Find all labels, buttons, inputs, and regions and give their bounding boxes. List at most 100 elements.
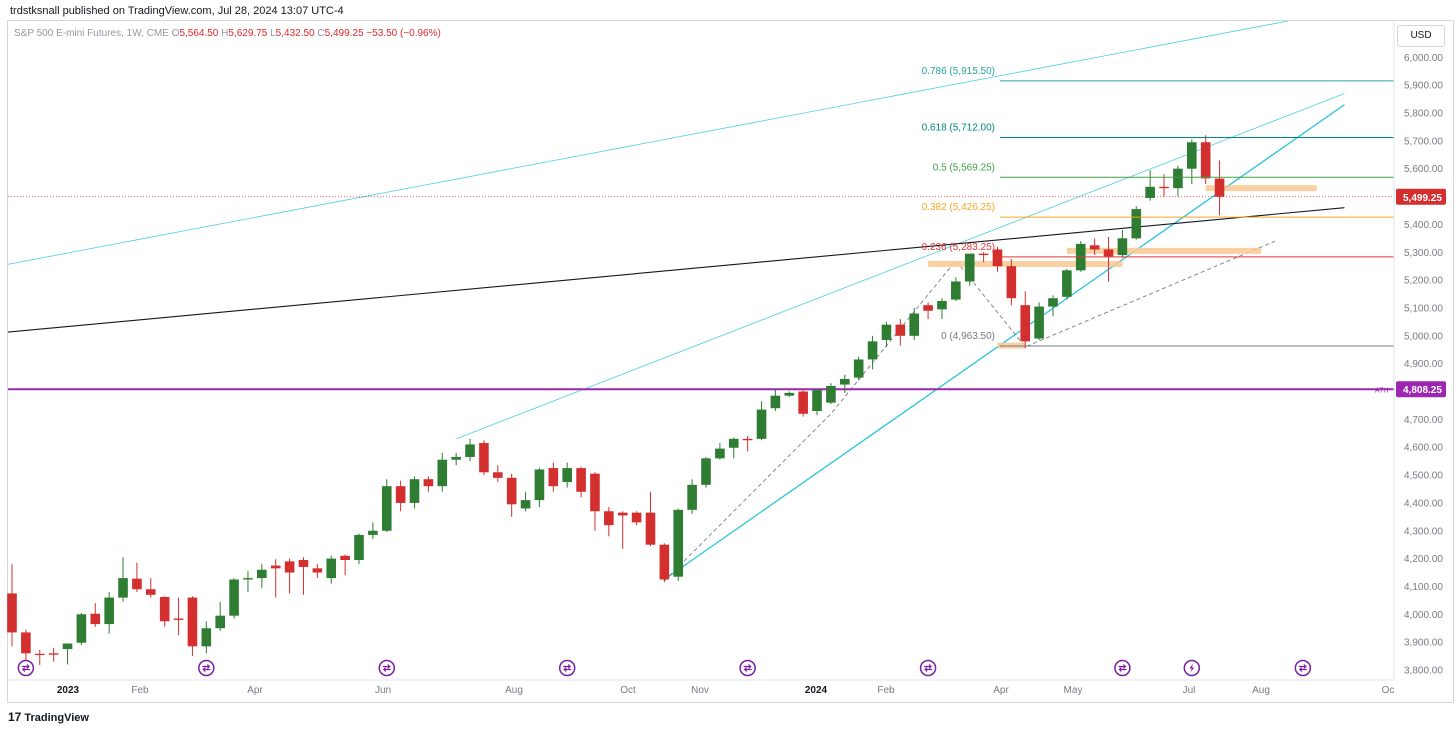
high-label: H [221,28,229,39]
candle [90,603,101,627]
earnings-event-icon[interactable] [919,659,937,677]
candle-body [951,281,961,300]
earnings-event-icon[interactable] [1114,659,1131,677]
candle-body [1173,168,1183,189]
event-circle [17,659,35,677]
arrows-glyph [1118,664,1127,672]
candle-body [201,628,212,647]
support-zone-3[interactable] [928,260,1123,267]
candle-body [604,511,614,526]
candle-body [701,458,711,485]
candle-body [923,305,933,311]
candle [784,391,795,398]
trendline-channel-upper[interactable] [0,16,1317,267]
dividend-event-icon[interactable] [1183,659,1201,677]
close-label: C [317,28,325,39]
candle-body [964,253,975,282]
chart-frame [7,20,1454,703]
price-tick: 4,200.00 [1404,554,1443,565]
support-zone-2[interactable] [1066,247,1262,254]
ath-label: 4,808.25 [1403,385,1442,396]
candle [1062,268,1072,300]
candle [1214,160,1225,216]
candle [673,508,684,581]
currency-button[interactable]: USD [1397,25,1445,47]
candle [742,436,753,452]
candle [1089,238,1100,256]
candle [187,596,198,657]
last-price-label: 5,499.25 [1403,193,1442,204]
candle-body [1187,142,1197,169]
price-axis[interactable]: 6,000.00 5,900.00 5,800.00 5,700.00 5,600.00… [1375,21,1446,680]
candle-body [395,486,406,503]
price-tick: 5,900.00 [1404,81,1443,92]
candle-body [590,473,600,512]
candle [548,462,559,492]
price-tick: 5,000.00 [1404,331,1443,342]
candle-body [673,509,684,577]
candle-body [270,565,281,569]
earnings-event-icon[interactable] [558,659,576,677]
price-tick: 4,700.00 [1404,415,1443,426]
candle [215,601,225,632]
time-tick: Apr [247,685,263,696]
candle-body [1159,186,1169,189]
price-tick: 5,700.00 [1404,136,1443,147]
time-axis[interactable]: 2023 Feb Apr Jun Aug Oct Nov 2024 Feb Apr May Jul Au… [8,679,1395,696]
ath-badge[interactable] [1396,381,1446,398]
candle-body [576,468,586,492]
tradingview-logo[interactable]: 17 TradingView [8,710,89,724]
trendline-support-diagonal[interactable] [0,207,1345,333]
trendline-channel-lower[interactable] [456,93,1345,440]
time-tick: Oc [1382,685,1395,696]
time-tick: Aug [1252,685,1270,696]
candle [465,438,475,462]
drawing-layer [0,16,1394,582]
candle [534,468,545,508]
candle [326,555,337,584]
candle [1173,165,1183,197]
fib-label-0.382: 0.382 (5,426.25) [922,202,995,213]
candle-body [617,512,628,516]
earnings-event-icon[interactable] [739,659,756,677]
candle [728,437,739,459]
candle [340,554,350,576]
candle [312,564,323,579]
candle [381,479,392,533]
event-circle [919,659,937,677]
earnings-event-icon[interactable] [1294,659,1312,677]
candle-body [312,568,323,573]
candle-body [90,613,101,625]
dashed-swing-path[interactable] [664,240,1276,582]
candle-body [1020,305,1031,342]
last-price-badge[interactable] [1396,188,1446,205]
change-value: −53.50 (−0.96%) [366,28,441,39]
candle [506,473,517,517]
candle [881,321,892,347]
candle-body [1103,249,1114,257]
price-tick: 5,300.00 [1404,248,1443,259]
candle [937,298,947,320]
trendline-uptrend[interactable] [663,104,1345,581]
candle [1145,170,1155,201]
time-tick: Jul [1183,685,1196,696]
candle [964,253,975,286]
earnings-event-icon[interactable] [378,659,396,677]
candle [659,543,670,583]
candle [257,564,267,588]
candle [1200,135,1211,185]
candle-body [354,534,364,560]
low-label: L [270,28,276,39]
earnings-event-icon[interactable] [17,659,35,677]
candle-body [867,341,878,360]
event-circle [1294,659,1312,677]
price-tick: 4,500.00 [1404,471,1443,482]
support-zone-1[interactable] [1205,185,1317,192]
candle-body [34,653,45,656]
publish-info: trdstksnall published on TradingView.com… [10,5,344,17]
time-tick: Feb [877,685,895,696]
candle-body [798,391,808,414]
earnings-event-icon[interactable] [198,659,215,677]
fib-label-0.236: 0.236 (5,283.25) [922,242,995,253]
